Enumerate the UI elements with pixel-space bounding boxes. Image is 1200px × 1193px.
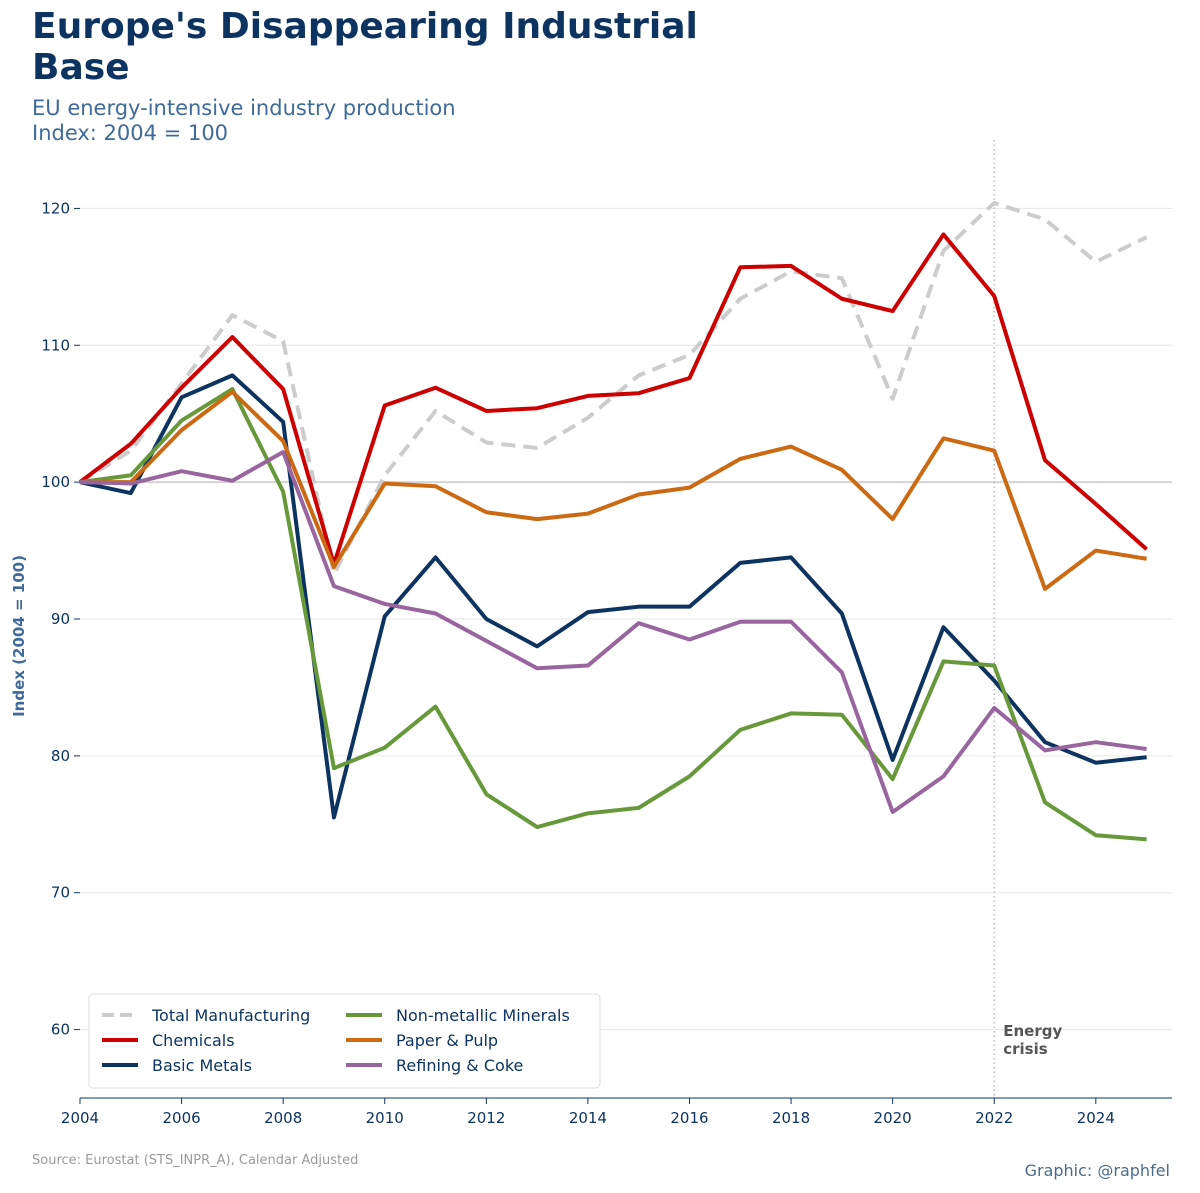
x-tick-label-2008: 2008 (264, 1109, 302, 1127)
y-tick-label-60: 60 (51, 1021, 70, 1039)
y-axis-label: Index (2004 = 100) (10, 555, 28, 717)
x-tick-label-2004: 2004 (61, 1109, 99, 1127)
subtitle-line-1: EU energy-intensive industry production (32, 96, 456, 120)
legend-label-non-metallic-minerals: Non-metallic Minerals (396, 1006, 570, 1025)
legend-label-basic-metals: Basic Metals (152, 1056, 252, 1075)
x-tick-label-2016: 2016 (670, 1109, 708, 1127)
y-tick-label-100: 100 (41, 473, 70, 491)
series-lines (78, 200, 1148, 842)
series-line-refining-coke (79, 450, 1147, 814)
chart-title: Europe's Disappearing Industrial Base (32, 6, 698, 88)
x-tick-label-2020: 2020 (874, 1109, 912, 1127)
x-tick-label-2010: 2010 (366, 1109, 404, 1127)
series-line-basic-metals (79, 373, 1147, 820)
y-tick-label-90: 90 (51, 610, 70, 628)
annotation-line-1: Energy (1003, 1022, 1062, 1040)
y-axis: 60 70 80 90 100 110 120 (41, 199, 80, 1039)
x-tick-label-2014: 2014 (569, 1109, 607, 1127)
x-tick-label-2024: 2024 (1077, 1109, 1115, 1127)
series-line-non-metallic-minerals (79, 387, 1147, 842)
source-note: Source: Eurostat (STS_INPR_A), Calendar … (32, 1153, 359, 1168)
subtitle-line-2: Index: 2004 = 100 (32, 121, 229, 145)
legend-label-chemicals: Chemicals (152, 1031, 235, 1050)
y-tick-label-110: 110 (41, 336, 70, 354)
y-tick-label-80: 80 (51, 747, 70, 765)
series-line-total-manufacturing (78, 200, 1148, 576)
x-tick-label-2006: 2006 (162, 1109, 200, 1127)
graphic-credit: Graphic: @raphfel (1024, 1161, 1170, 1180)
series-line-paper-pulp (80, 389, 1147, 591)
energy-crisis-annotation: Energy crisis (1003, 1022, 1062, 1058)
legend: Total Manufacturing Chemicals Basic Metals… (88, 993, 601, 1089)
x-axis: 2004 2006 2008 2010 2012 2014 2016 2018 2020 2022… (61, 1097, 1172, 1127)
x-tick-label-2018: 2018 (772, 1109, 810, 1127)
series-line-chemicals (78, 232, 1148, 567)
x-tick-label-2022: 2022 (975, 1109, 1013, 1127)
legend-label-refining-coke: Refining & Coke (396, 1056, 523, 1075)
y-tick-label-70: 70 (51, 884, 70, 902)
legend-label-paper-pulp: Paper & Pulp (396, 1031, 498, 1050)
gridlines (80, 207, 1172, 1031)
annotation-line-2: crisis (1003, 1040, 1048, 1058)
y-tick-label-120: 120 (41, 199, 70, 217)
legend-label-total-manufacturing: Total Manufacturing (151, 1006, 310, 1025)
chart-subtitle: EU energy-intensive industry production … (32, 96, 456, 146)
x-tick-label-2012: 2012 (467, 1109, 505, 1127)
legend-box (88, 993, 601, 1089)
